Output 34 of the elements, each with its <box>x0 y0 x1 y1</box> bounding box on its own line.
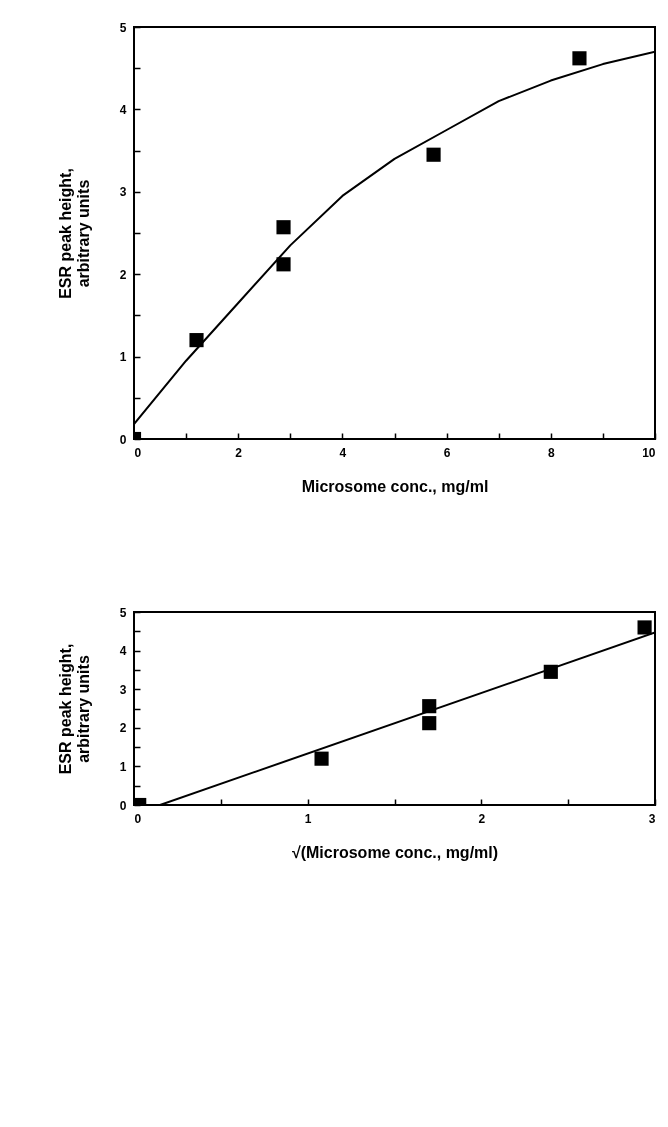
y-tick-label: 4 <box>119 644 127 659</box>
y-tick-label: 2 <box>119 267 127 282</box>
point <box>572 51 587 66</box>
x-tick-label: 4 <box>339 445 347 460</box>
x-tick-label: 3 <box>648 811 656 826</box>
x-tick-label: 6 <box>443 445 451 460</box>
y-tick-label: 0 <box>119 432 127 447</box>
y-tick-label: 4 <box>119 102 127 117</box>
y-tick-label: 5 <box>119 20 127 35</box>
x-tick-label: 0 <box>134 811 142 826</box>
point <box>276 220 291 235</box>
y-axis-title: ESR peak height, arbitrary units <box>56 643 92 775</box>
y-axis-title: ESR peak height, arbitrary units <box>56 168 92 299</box>
point <box>637 620 652 635</box>
y-tick-label: 0 <box>119 798 127 813</box>
x-tick-label: 1 <box>304 811 312 826</box>
x-tick-label: 8 <box>547 445 555 460</box>
y-tick-label: 5 <box>119 605 127 620</box>
point <box>314 751 329 766</box>
y-tick-label: 1 <box>119 350 127 365</box>
y-tick-label: 3 <box>119 682 127 697</box>
x-tick-label: 2 <box>478 811 486 826</box>
point <box>426 147 441 162</box>
point <box>422 716 437 731</box>
x-axis-title: √(Microsome conc., mg/ml) <box>291 843 499 861</box>
y-tick-label: 3 <box>119 185 127 200</box>
point <box>189 333 204 348</box>
x-tick-label: 2 <box>235 445 243 460</box>
y-tick-label: 1 <box>119 759 127 774</box>
x-tick-label: 10 <box>642 445 656 460</box>
x-axis-title: Microsome conc., mg/ml <box>301 477 489 495</box>
point <box>276 257 291 272</box>
y-tick-label: 2 <box>119 721 127 736</box>
x-tick-label: 0 <box>134 445 142 460</box>
